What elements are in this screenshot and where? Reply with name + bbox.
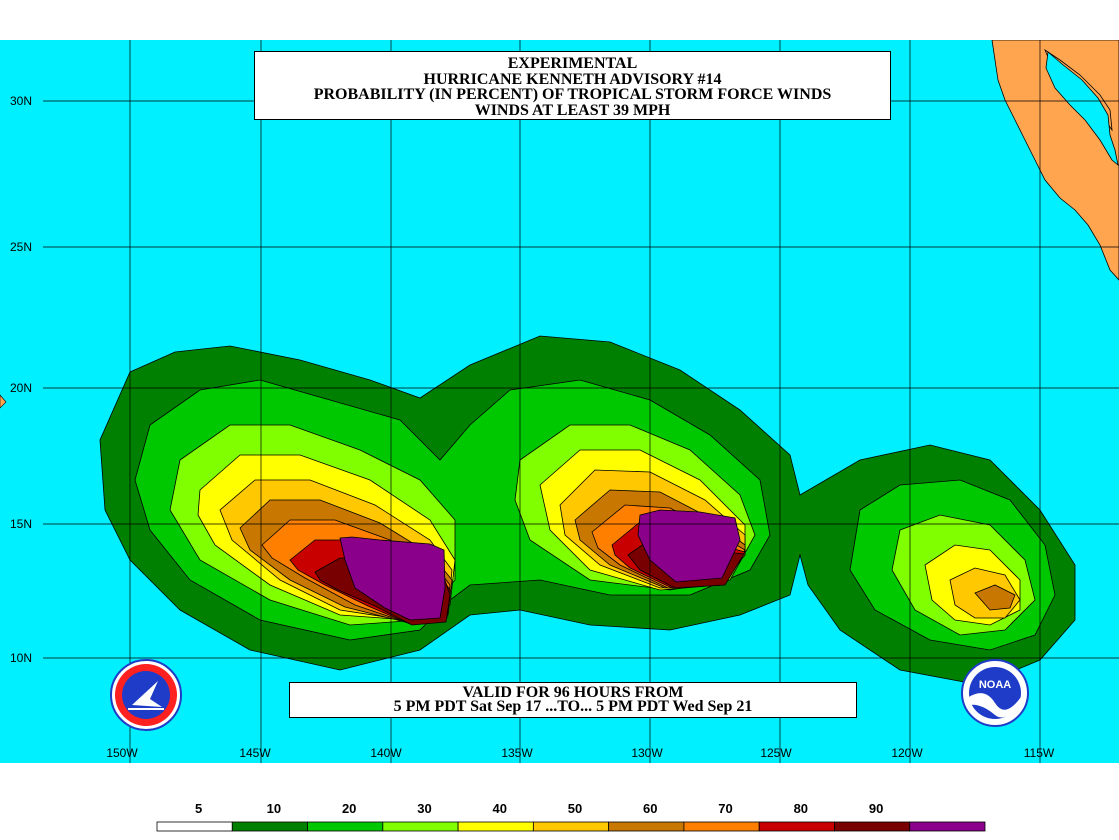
legend-label: 30 xyxy=(417,801,432,816)
lat-label: 10N xyxy=(10,651,32,665)
title-line: HURRICANE KENNETH ADVISORY #14 xyxy=(423,70,722,88)
legend-label: 20 xyxy=(341,801,357,816)
legend-swatch xyxy=(156,821,233,832)
legend-swatch xyxy=(834,821,911,832)
legend-label: 10 xyxy=(266,801,282,816)
title-box: EXPERIMENTAL HURRICANE KENNETH ADVISORY … xyxy=(254,51,891,120)
lon-label: 150W xyxy=(106,746,138,760)
valid-box: VALID FOR 96 HOURS FROM 5 PM PDT Sat Sep… xyxy=(289,682,857,718)
noaa-logo-icon: NOAA xyxy=(961,659,1029,727)
nws-logo-icon xyxy=(110,659,182,731)
legend-swatch xyxy=(307,821,384,832)
legend-swatch xyxy=(909,821,986,832)
lon-label: 135W xyxy=(501,746,533,760)
legend-label: 5 xyxy=(195,801,203,816)
probability-map: 30N 25N 20N 15N 10N 150W 145W 140W 135W … xyxy=(0,40,1119,763)
lon-label: 120W xyxy=(891,746,923,760)
lat-label: 15N xyxy=(10,517,32,531)
noaa-logo-text: NOAA xyxy=(979,679,1011,691)
lat-label: 30N xyxy=(10,94,32,108)
title-line: WINDS AT LEAST 39 MPH xyxy=(474,101,671,119)
gulf-of-california xyxy=(1045,51,1119,167)
lon-label: 115W xyxy=(1024,746,1055,760)
lon-label: 145W xyxy=(239,746,271,760)
lon-label: 130W xyxy=(631,746,663,760)
legend-label: 80 xyxy=(793,801,809,816)
legend-label: 90 xyxy=(868,801,884,816)
legend-bar xyxy=(156,821,986,832)
title-line: PROBABILITY (IN PERCENT) OF TROPICAL STO… xyxy=(313,86,832,103)
legend-swatch xyxy=(683,821,760,832)
valid-line: 5 PM PDT Sat Sep 17 ...TO... 5 PM PDT We… xyxy=(393,698,753,715)
legend-swatch xyxy=(457,821,534,832)
title-line: EXPERIMENTAL xyxy=(507,55,638,72)
contour-95 xyxy=(339,509,741,621)
legend-swatch xyxy=(231,821,308,832)
valid-line: VALID FOR 96 HOURS FROM xyxy=(462,684,684,701)
lon-label: 140W xyxy=(370,746,402,760)
legend-swatch xyxy=(382,821,459,832)
land-west-edge xyxy=(0,394,7,409)
lat-labels: 30N 25N 20N 15N 10N xyxy=(10,94,32,665)
legend-swatch xyxy=(532,821,610,832)
lat-label: 20N xyxy=(10,381,32,395)
legend-label: 50 xyxy=(567,801,583,816)
legend-swatch xyxy=(758,821,835,832)
lat-label: 25N xyxy=(10,240,32,254)
lon-label: 125W xyxy=(760,746,792,760)
lon-labels: 150W 145W 140W 135W 130W 125W 120W 115W xyxy=(106,746,1055,760)
legend-swatch xyxy=(608,821,685,832)
legend-label: 70 xyxy=(718,801,733,816)
legend-label: 60 xyxy=(643,801,658,816)
legend-label: 40 xyxy=(492,801,507,816)
